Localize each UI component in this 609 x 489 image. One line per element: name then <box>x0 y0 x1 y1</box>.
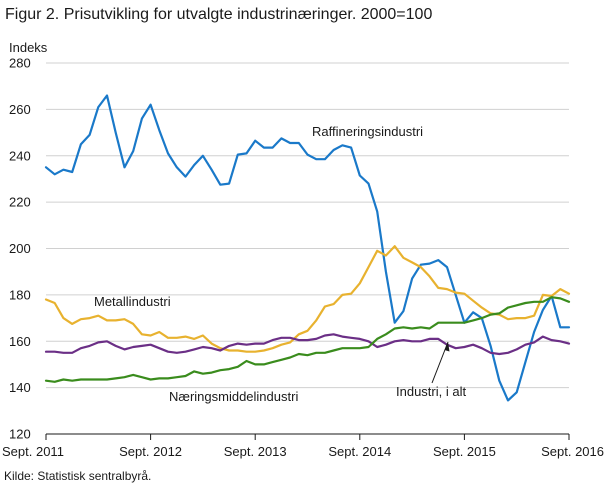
label-raffineringsindustri: Raffineringsindustri <box>312 124 423 139</box>
x-tick-label: Sept. 2011 <box>2 444 64 459</box>
series-line-metallindustri <box>44 245 571 353</box>
y-tick-label: 220 <box>9 195 31 210</box>
y-tick-label: 200 <box>9 241 31 256</box>
x-axis: Sept. 2011 Sept. 2012 Sept. 2013 Sept. 2014… <box>2 433 604 459</box>
x-tick-label: Sept. 2015 <box>433 444 496 459</box>
source-note: Kilde: Statistisk sentralbyrå. <box>4 469 152 483</box>
y-axis-label: Indeks <box>9 40 48 55</box>
series-line-industri-i-alt <box>44 333 571 356</box>
gridlines <box>46 62 569 389</box>
annotation-arrow-head <box>444 342 450 352</box>
series-lines <box>44 94 571 402</box>
label-naeringsmiddelindustri: Næringsmiddelindustri <box>169 389 298 404</box>
y-tick-label: 160 <box>9 334 31 349</box>
y-tick-label: 140 <box>9 380 31 395</box>
y-axis-ticks: 120 140 160 180 200 220 240 260 280 <box>9 56 31 442</box>
x-tick-label: Sept. 2016 <box>541 444 604 459</box>
y-tick-label: 240 <box>9 148 31 163</box>
y-tick-label: 280 <box>9 56 31 71</box>
x-tick-label: Sept. 2012 <box>119 444 182 459</box>
x-tick-label: Sept. 2013 <box>224 444 287 459</box>
y-tick-label: 260 <box>9 102 31 117</box>
series-line-n-ringsmiddelindustri <box>44 296 571 383</box>
label-industri-i-alt: Industri, i alt <box>396 384 466 399</box>
y-tick-label: 180 <box>9 287 31 302</box>
y-tick-label: 120 <box>9 427 31 442</box>
label-metallindustri: Metallindustri <box>94 294 171 309</box>
chart-title: Figur 2. Prisutvikling for utvalgte indu… <box>5 6 433 23</box>
series-annotations: Raffineringsindustri Metallindustri Indu… <box>94 124 466 404</box>
x-tick-label: Sept. 2014 <box>328 444 391 459</box>
